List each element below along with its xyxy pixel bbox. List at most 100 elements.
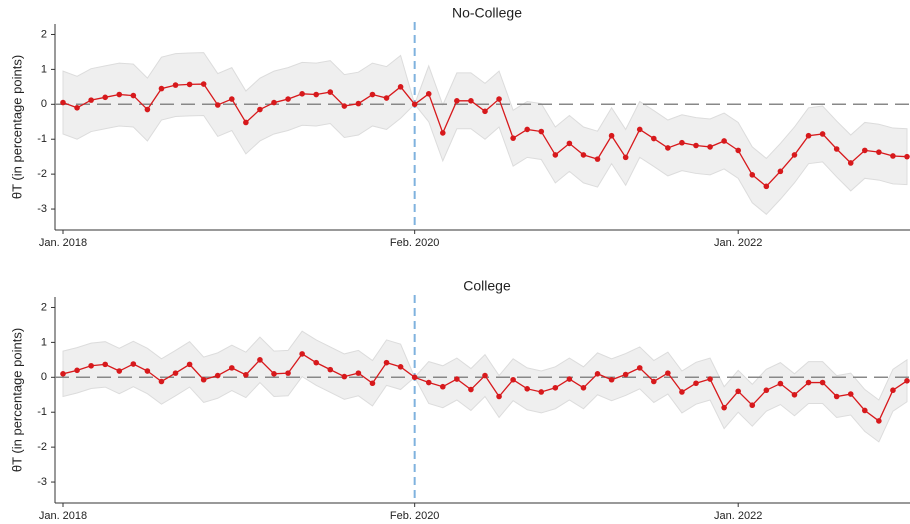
data-point (383, 95, 390, 101)
data-point (608, 376, 615, 383)
data-point (271, 99, 277, 106)
data-point (538, 128, 545, 135)
chart-title: No-College (452, 5, 522, 21)
data-point (60, 99, 66, 106)
data-point (454, 98, 460, 104)
data-point (229, 365, 235, 371)
data-point (454, 376, 460, 382)
data-point (665, 145, 671, 151)
chart-title: College (463, 278, 511, 294)
data-point (594, 371, 601, 377)
confidence-band (62, 330, 908, 443)
data-point (862, 407, 868, 414)
data-point (833, 146, 840, 152)
data-point (130, 92, 137, 99)
data-point (285, 370, 291, 376)
data-point (763, 387, 770, 394)
data-point (791, 391, 798, 398)
data-point (243, 372, 249, 378)
data-point (102, 94, 108, 101)
data-point (735, 388, 741, 395)
y-tick-label: -2 (37, 168, 47, 180)
data-point (313, 91, 320, 98)
data-point (425, 91, 432, 97)
data-point (88, 362, 94, 369)
data-point (144, 106, 151, 113)
data-point (327, 89, 334, 95)
data-point (805, 132, 812, 139)
data-point (707, 376, 713, 382)
data-point (172, 82, 179, 88)
data-point (819, 379, 826, 386)
data-point (425, 379, 432, 386)
data-point (890, 387, 896, 394)
data-point (257, 106, 263, 113)
y-tick-label: 0 (41, 371, 47, 383)
data-point (88, 97, 94, 103)
data-point (130, 361, 137, 367)
data-point (777, 380, 784, 387)
data-point (510, 376, 516, 383)
data-point (721, 138, 727, 144)
data-point (468, 386, 474, 393)
data-point (200, 81, 207, 87)
data-point (383, 359, 390, 366)
data-point (636, 126, 643, 133)
data-point (735, 147, 741, 154)
data-point (580, 152, 587, 158)
data-point (327, 366, 334, 373)
y-tick-label: -2 (37, 441, 47, 453)
x-tick-label: Feb. 2020 (390, 237, 440, 249)
data-point (116, 368, 123, 374)
x-tick-label: Jan. 2022 (714, 510, 762, 522)
data-point (116, 91, 123, 98)
data-point (397, 364, 404, 370)
data-point (214, 102, 221, 108)
data-point (890, 153, 896, 159)
data-point (876, 149, 882, 155)
data-point (229, 96, 235, 102)
data-point (102, 361, 108, 368)
data-point (749, 172, 756, 178)
data-point (524, 386, 530, 392)
data-point (243, 119, 249, 126)
data-point (608, 132, 615, 139)
data-point (369, 380, 376, 387)
x-tick-label: Jan. 2018 (39, 237, 87, 249)
data-point (538, 389, 545, 395)
confidence-band (62, 52, 908, 215)
data-point (397, 84, 404, 90)
data-point (679, 389, 685, 395)
x-tick-label: Feb. 2020 (390, 510, 440, 522)
data-point (158, 378, 165, 385)
data-point (679, 139, 685, 146)
data-point (299, 351, 305, 357)
data-point (510, 135, 516, 141)
data-point (622, 371, 629, 378)
data-point (468, 98, 474, 104)
data-point (172, 370, 179, 376)
data-point (594, 156, 601, 162)
data-point (299, 91, 305, 97)
data-point (482, 372, 488, 379)
data-point (566, 140, 573, 147)
x-tick-label: Jan. 2018 (39, 510, 87, 522)
data-point (74, 104, 80, 111)
data-point (777, 168, 784, 175)
data-point (285, 96, 291, 102)
y-tick-label: -1 (37, 133, 47, 145)
data-point (74, 367, 80, 374)
data-point (186, 81, 193, 88)
data-point (341, 373, 348, 380)
data-point (904, 153, 910, 160)
data-point (257, 357, 263, 363)
data-point (440, 130, 446, 136)
data-point (200, 376, 207, 383)
data-point (580, 384, 587, 391)
y-tick-label: 2 (41, 28, 47, 40)
data-point (721, 404, 727, 411)
y-tick-label: -3 (37, 203, 47, 215)
y-tick-label: 1 (41, 63, 47, 75)
data-point (214, 372, 221, 379)
data-point (496, 393, 502, 400)
